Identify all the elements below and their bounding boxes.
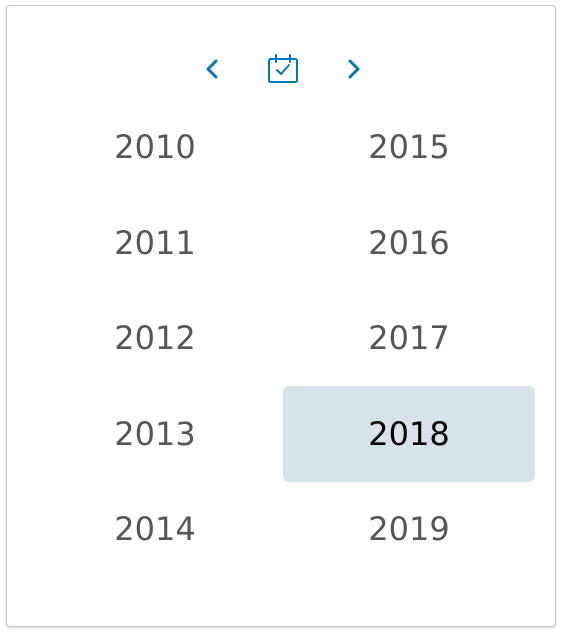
next-decade-button[interactable] xyxy=(334,46,374,92)
previous-decade-button[interactable] xyxy=(192,46,232,92)
year-cell[interactable]: 2017 xyxy=(368,319,450,357)
year-picker: 2010 2011 2012 2013 2014 2015 2016 2017 … xyxy=(6,5,556,627)
year-cell[interactable]: 2012 xyxy=(114,319,196,357)
year-cell-selected[interactable]: 2018 xyxy=(283,386,535,482)
chevron-right-icon xyxy=(348,59,360,79)
year-cell[interactable]: 2019 xyxy=(368,510,450,548)
year-picker-navigation xyxy=(7,46,555,92)
chevron-left-icon xyxy=(206,59,218,79)
year-cell[interactable]: 2014 xyxy=(114,510,196,548)
year-cell[interactable]: 2015 xyxy=(368,128,450,166)
year-cell[interactable]: 2011 xyxy=(114,224,196,262)
calendar-check-icon xyxy=(268,54,298,83)
year-cell[interactable]: 2010 xyxy=(114,128,196,166)
year-cell[interactable]: 2016 xyxy=(368,224,450,262)
year-cell[interactable]: 2013 xyxy=(114,415,196,453)
current-year-button[interactable] xyxy=(263,46,303,92)
